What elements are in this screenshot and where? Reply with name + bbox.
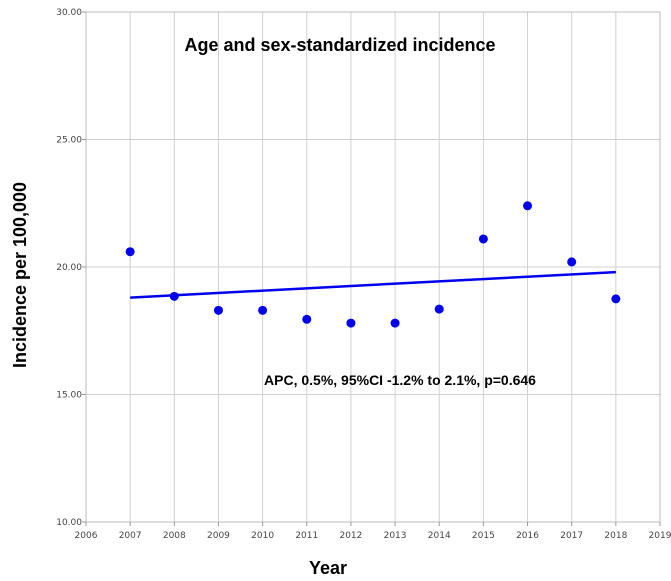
data-points [125,201,621,328]
x-tick-label: 2011 [295,531,318,541]
x-axis-title: Year [309,558,347,578]
y-tick-label: 25.00 [56,136,82,146]
y-axis-ticks: 10.00 15.00 20.00 25.00 30.00 [56,8,86,528]
x-tick-label: 2013 [384,531,407,541]
x-tick-label: 2009 [207,531,230,541]
y-tick-label: 10.00 [56,518,82,528]
data-point [390,318,400,328]
data-point [302,314,312,324]
x-tick-label: 2012 [339,531,362,541]
x-tick-label: 2010 [251,531,274,541]
x-axis-ticks: 2006 2007 2008 2009 2010 2011 2012 2013 2014 2015… [75,522,671,541]
data-point [611,294,621,304]
x-tick-label: 2008 [163,531,186,541]
chart-title: Age and sex-standardized incidence [184,35,495,55]
data-point [258,305,268,315]
y-axis-title: Incidence per 100,000 [10,182,30,368]
x-tick-label: 2015 [472,531,495,541]
x-tick-label: 2019 [649,531,671,541]
data-point [478,234,488,244]
grid [85,11,661,523]
x-tick-label: 2017 [560,531,583,541]
x-tick-label: 2007 [119,531,142,541]
data-point [169,291,179,301]
data-point [434,304,444,314]
x-tick-label: 2006 [75,531,98,541]
x-tick-label: 2016 [516,531,539,541]
data-point [125,247,135,257]
data-point [567,257,577,267]
data-point [346,318,356,328]
y-tick-label: 20.00 [56,263,82,273]
data-point [523,201,533,211]
y-tick-label: 15.00 [56,391,82,401]
y-tick-label: 30.00 [56,8,82,18]
data-point [213,305,223,315]
trend-line [130,270,616,299]
x-tick-label: 2014 [428,531,451,541]
trend-annotation: APC, 0.5%, 95%CI -1.2% to 2.1%, p=0.646 [264,372,536,388]
x-tick-label: 2018 [604,531,627,541]
